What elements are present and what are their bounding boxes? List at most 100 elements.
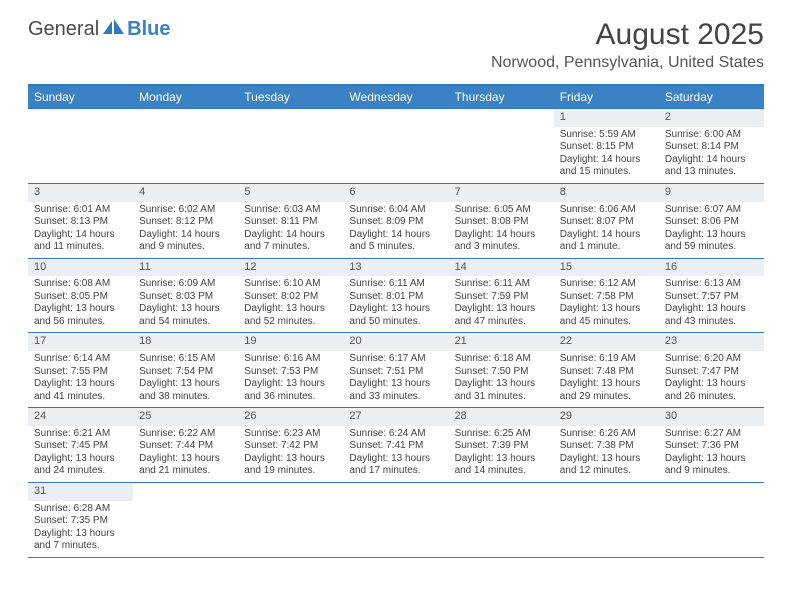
day-body: Sunrise: 5:59 AMSunset: 8:15 PMDaylight:… — [554, 127, 659, 183]
day-line: Daylight: 13 hours — [34, 378, 127, 391]
day-line: Sunset: 7:51 PM — [349, 366, 442, 379]
day-line: Sunset: 8:12 PM — [139, 216, 232, 229]
day-line: and 1 minute. — [560, 241, 653, 254]
day-line: Sunrise: 6:17 AM — [349, 353, 442, 366]
week-row: 10Sunrise: 6:08 AMSunset: 8:05 PMDayligh… — [28, 258, 764, 333]
day-header: Sunday — [28, 86, 133, 108]
day-line: Sunrise: 6:06 AM — [560, 204, 653, 217]
day-header: Wednesday — [343, 86, 448, 108]
day-line: and 47 minutes. — [455, 316, 548, 329]
day-cell: 6Sunrise: 6:04 AMSunset: 8:09 PMDaylight… — [343, 184, 448, 258]
day-line: Sunset: 8:03 PM — [139, 291, 232, 304]
day-line: Sunrise: 6:08 AM — [34, 278, 127, 291]
day-line: Sunrise: 6:28 AM — [34, 503, 127, 516]
day-cell: 15Sunrise: 6:12 AMSunset: 7:58 PMDayligh… — [554, 259, 659, 333]
day-number: 5 — [238, 184, 343, 202]
day-number: 28 — [449, 408, 554, 426]
day-cell — [554, 483, 659, 557]
title-block: August 2025 Norwood, Pennsylvania, Unite… — [491, 18, 764, 72]
logo: General Blue — [28, 18, 171, 41]
day-cell: 29Sunrise: 6:26 AMSunset: 7:38 PMDayligh… — [554, 408, 659, 482]
day-line: and 59 minutes. — [665, 241, 758, 254]
day-line: Sunrise: 6:10 AM — [244, 278, 337, 291]
day-number — [343, 483, 448, 501]
day-header: Tuesday — [238, 86, 343, 108]
day-body: Sunrise: 6:23 AMSunset: 7:42 PMDaylight:… — [238, 426, 343, 482]
day-line: Sunset: 7:48 PM — [560, 366, 653, 379]
day-line: Daylight: 13 hours — [244, 378, 337, 391]
day-cell — [449, 109, 554, 183]
day-line: and 31 minutes. — [455, 391, 548, 404]
day-cell — [659, 483, 764, 557]
day-cell: 1Sunrise: 5:59 AMSunset: 8:15 PMDaylight… — [554, 109, 659, 183]
day-number: 29 — [554, 408, 659, 426]
day-number — [28, 109, 133, 127]
day-line: and 7 minutes. — [244, 241, 337, 254]
day-cell: 22Sunrise: 6:19 AMSunset: 7:48 PMDayligh… — [554, 333, 659, 407]
day-line: Sunrise: 6:02 AM — [139, 204, 232, 217]
day-number — [133, 483, 238, 501]
day-line: Daylight: 13 hours — [34, 303, 127, 316]
day-cell: 12Sunrise: 6:10 AMSunset: 8:02 PMDayligh… — [238, 259, 343, 333]
day-line: Sunset: 8:13 PM — [34, 216, 127, 229]
day-cell: 2Sunrise: 6:00 AMSunset: 8:14 PMDaylight… — [659, 109, 764, 183]
day-line: Sunrise: 6:13 AM — [665, 278, 758, 291]
day-line: Sunrise: 6:04 AM — [349, 204, 442, 217]
calendar-bottom-rule — [28, 557, 764, 558]
day-number: 21 — [449, 333, 554, 351]
day-number — [449, 109, 554, 127]
day-body: Sunrise: 6:14 AMSunset: 7:55 PMDaylight:… — [28, 351, 133, 407]
day-body: Sunrise: 6:12 AMSunset: 7:58 PMDaylight:… — [554, 276, 659, 332]
day-line: and 17 minutes. — [349, 465, 442, 478]
day-line: Daylight: 13 hours — [665, 303, 758, 316]
week-row: 17Sunrise: 6:14 AMSunset: 7:55 PMDayligh… — [28, 332, 764, 407]
day-body: Sunrise: 6:08 AMSunset: 8:05 PMDaylight:… — [28, 276, 133, 332]
day-line: Sunset: 7:58 PM — [560, 291, 653, 304]
day-number: 7 — [449, 184, 554, 202]
day-number: 6 — [343, 184, 448, 202]
day-number: 14 — [449, 259, 554, 277]
day-body: Sunrise: 6:18 AMSunset: 7:50 PMDaylight:… — [449, 351, 554, 407]
day-line: Sunset: 8:05 PM — [34, 291, 127, 304]
day-body: Sunrise: 6:15 AMSunset: 7:54 PMDaylight:… — [133, 351, 238, 407]
week-row: 1Sunrise: 5:59 AMSunset: 8:15 PMDaylight… — [28, 108, 764, 183]
day-line: Sunrise: 6:19 AM — [560, 353, 653, 366]
day-line: Sunset: 7:55 PM — [34, 366, 127, 379]
day-number: 20 — [343, 333, 448, 351]
day-line: and 41 minutes. — [34, 391, 127, 404]
day-cell: 23Sunrise: 6:20 AMSunset: 7:47 PMDayligh… — [659, 333, 764, 407]
day-line: and 26 minutes. — [665, 391, 758, 404]
day-line: Sunrise: 6:23 AM — [244, 428, 337, 441]
day-line: Daylight: 13 hours — [349, 378, 442, 391]
day-cell: 16Sunrise: 6:13 AMSunset: 7:57 PMDayligh… — [659, 259, 764, 333]
day-number — [449, 483, 554, 501]
day-line: Daylight: 14 hours — [34, 229, 127, 242]
day-number — [238, 483, 343, 501]
day-number: 13 — [343, 259, 448, 277]
week-row: 24Sunrise: 6:21 AMSunset: 7:45 PMDayligh… — [28, 407, 764, 482]
day-body: Sunrise: 6:11 AMSunset: 7:59 PMDaylight:… — [449, 276, 554, 332]
day-line: Sunset: 7:59 PM — [455, 291, 548, 304]
day-cell: 4Sunrise: 6:02 AMSunset: 8:12 PMDaylight… — [133, 184, 238, 258]
day-cell: 26Sunrise: 6:23 AMSunset: 7:42 PMDayligh… — [238, 408, 343, 482]
day-cell: 17Sunrise: 6:14 AMSunset: 7:55 PMDayligh… — [28, 333, 133, 407]
day-line: Sunrise: 6:05 AM — [455, 204, 548, 217]
day-cell — [343, 109, 448, 183]
day-number — [133, 109, 238, 127]
day-line: Sunrise: 6:03 AM — [244, 204, 337, 217]
day-number — [554, 483, 659, 501]
day-cell: 25Sunrise: 6:22 AMSunset: 7:44 PMDayligh… — [133, 408, 238, 482]
calendar: Sunday Monday Tuesday Wednesday Thursday… — [28, 84, 764, 557]
day-number: 26 — [238, 408, 343, 426]
day-line: Daylight: 13 hours — [665, 453, 758, 466]
page-header: General Blue August 2025 Norwood, Pennsy… — [0, 0, 792, 78]
day-line: and 14 minutes. — [455, 465, 548, 478]
day-line: Sunset: 8:02 PM — [244, 291, 337, 304]
day-body: Sunrise: 6:04 AMSunset: 8:09 PMDaylight:… — [343, 202, 448, 258]
day-line: Daylight: 14 hours — [139, 229, 232, 242]
day-header: Saturday — [659, 86, 764, 108]
day-cell — [449, 483, 554, 557]
day-body: Sunrise: 6:10 AMSunset: 8:02 PMDaylight:… — [238, 276, 343, 332]
day-line: Sunrise: 6:00 AM — [665, 129, 758, 142]
day-body: Sunrise: 6:05 AMSunset: 8:08 PMDaylight:… — [449, 202, 554, 258]
